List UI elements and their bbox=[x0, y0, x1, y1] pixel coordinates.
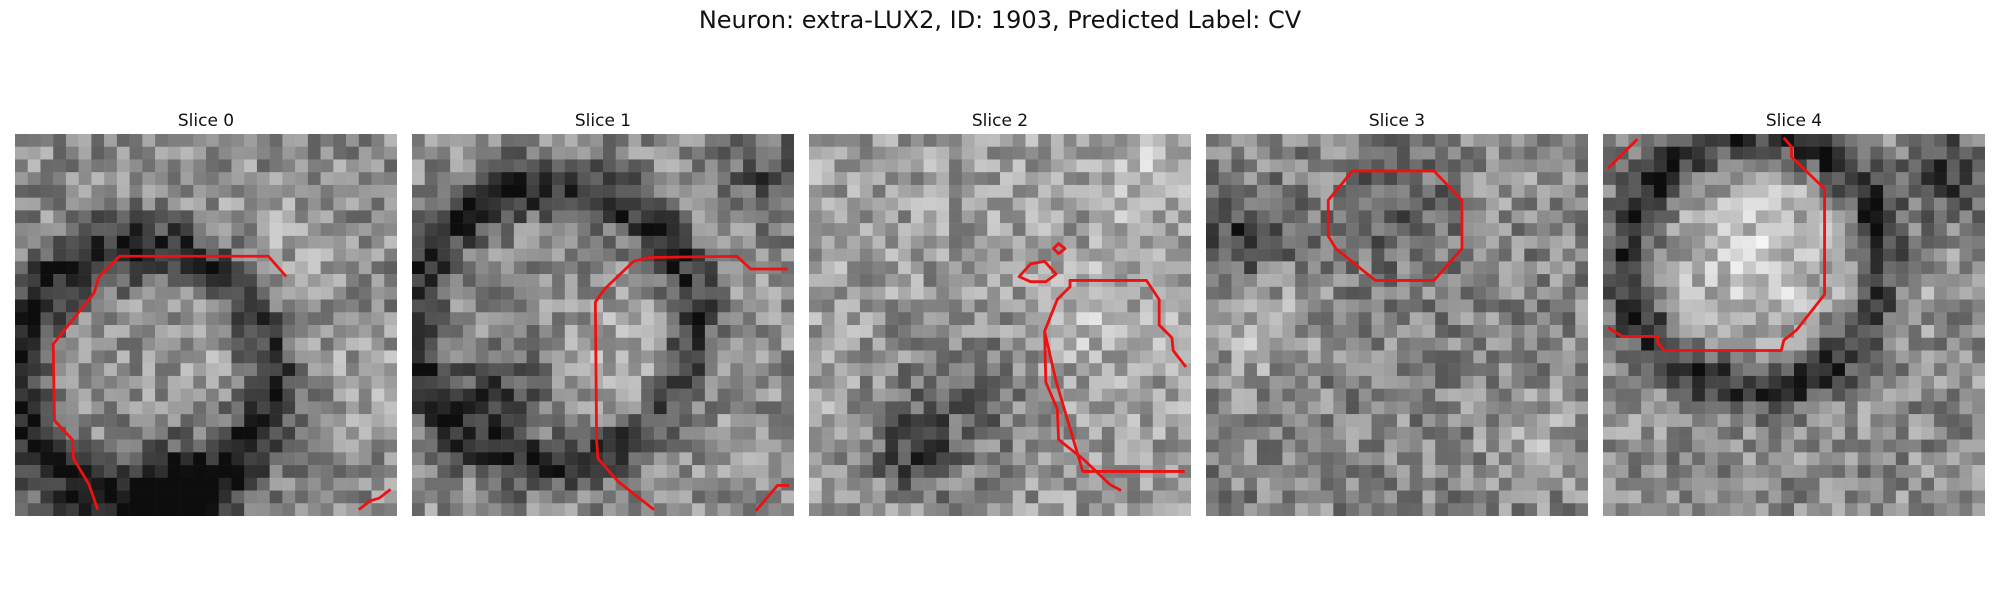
slice-title: Slice 1 bbox=[574, 111, 632, 131]
slice-pixels bbox=[15, 134, 397, 516]
slice-pixels bbox=[412, 134, 794, 516]
segmentation-contour bbox=[357, 488, 392, 511]
slice-panel-4: Slice 4 bbox=[1603, 108, 1985, 516]
slice-image bbox=[412, 134, 794, 516]
slice-pixels bbox=[1603, 134, 1985, 516]
slice-panel-0: Slice 0 bbox=[15, 108, 397, 516]
slice-title: Slice 2 bbox=[971, 111, 1029, 131]
segmentation-contour bbox=[754, 484, 789, 512]
slice-panel-2: Slice 2 bbox=[809, 108, 1191, 516]
slice-title: Slice 3 bbox=[1368, 111, 1426, 131]
segmentation-contour bbox=[1043, 279, 1188, 492]
slice-pixels bbox=[809, 134, 1191, 516]
figure-title: Neuron: extra-LUX2, ID: 1903, Predicted … bbox=[698, 6, 1302, 34]
segmentation-contour bbox=[1017, 259, 1058, 284]
slice-title: Slice 0 bbox=[177, 111, 235, 131]
slice-panel-3: Slice 3 bbox=[1206, 108, 1588, 516]
slice-pixels bbox=[1206, 134, 1588, 516]
segmentation-contour bbox=[1607, 136, 1826, 352]
slice-image bbox=[1603, 134, 1985, 516]
segmentation-contour bbox=[51, 254, 288, 511]
segmentation-contour bbox=[1326, 169, 1464, 282]
slice-panel-1: Slice 1 bbox=[412, 108, 794, 516]
segmentation-contour bbox=[1052, 242, 1067, 256]
slice-image bbox=[1206, 134, 1588, 516]
slice-image bbox=[809, 134, 1191, 516]
slice-title: Slice 4 bbox=[1765, 111, 1823, 131]
slice-image bbox=[15, 134, 397, 516]
segmentation-contour bbox=[1607, 138, 1639, 170]
segmentation-contour bbox=[593, 254, 788, 511]
